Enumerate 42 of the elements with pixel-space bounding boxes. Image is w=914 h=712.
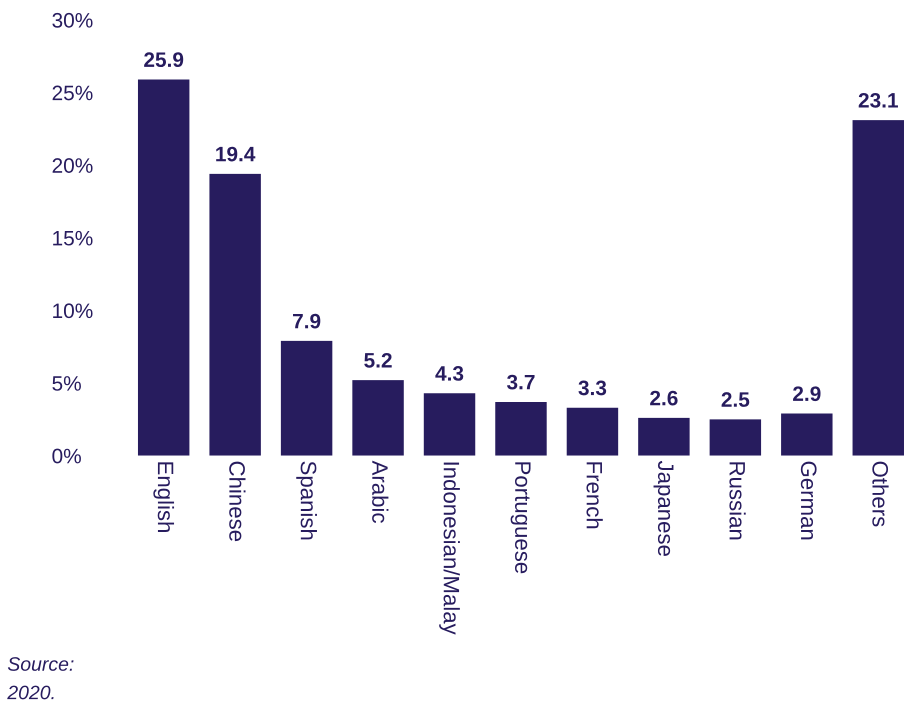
data-label: 7.9: [293, 314, 320, 328]
x-tick-label: Portuguese: [510, 462, 531, 574]
bar: [781, 414, 833, 456]
y-tick-label: 30%: [52, 12, 93, 28]
x-tick-label: Others: [872, 462, 889, 526]
source-note: Source:: [8, 657, 74, 671]
bar: [852, 120, 904, 456]
data-label: 5.2: [364, 352, 392, 368]
y-tick-label: 0%: [52, 448, 81, 464]
x-tick-label: French: [586, 462, 603, 528]
y-tick-label: 20%: [52, 158, 93, 173]
bar: [352, 380, 404, 456]
x-tick-label: English: [153, 462, 174, 532]
data-label: 19.4: [216, 146, 256, 162]
data-label: 2.5: [722, 392, 750, 407]
bar: [566, 408, 618, 456]
bar: [495, 402, 547, 456]
y-tick-label: 10%: [53, 303, 93, 318]
bar: [710, 419, 762, 456]
x-tick-label: German: [800, 462, 817, 540]
bar: [638, 418, 690, 456]
x-tick-label: Indonesian/Malay: [439, 462, 460, 635]
y-tick-label: 25%: [52, 86, 93, 100]
bar: [280, 340, 332, 456]
y-tick-label: 5%: [52, 376, 81, 391]
data-label: 25.9: [144, 52, 184, 68]
x-tick-label: Russian: [729, 462, 746, 540]
x-tick-label: Chinese: [229, 462, 246, 542]
data-label: 23.1: [858, 92, 898, 108]
x-tick-label: Arabic: [372, 460, 388, 523]
data-label: 3.3: [578, 380, 606, 396]
x-tick-label: Japanese: [654, 460, 674, 556]
data-label: 4.3: [435, 366, 464, 381]
data-label: 2.9: [793, 386, 821, 402]
data-label: 3.7: [506, 374, 535, 390]
text: 2020.: [7, 686, 54, 700]
bar: [209, 174, 261, 456]
bar: [424, 393, 476, 456]
y-tick-label: 15%: [53, 230, 93, 246]
bar: [138, 79, 190, 456]
x-tick-label: Spanish: [296, 462, 317, 540]
data-label: 2.6: [650, 390, 678, 406]
